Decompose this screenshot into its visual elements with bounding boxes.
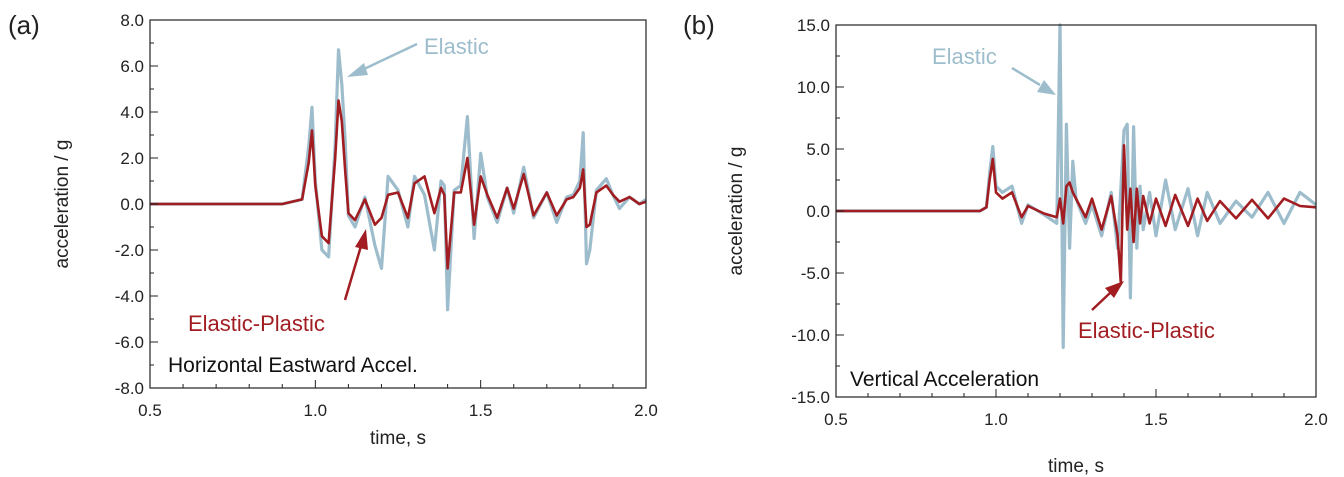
- y-tick-label: -8.0: [115, 379, 144, 398]
- panel-horizontal: (a) 0.5 1.0 1.5 2.0 -8.0 -6.0 -4.0 -2.0 0.0 2.0 4.…: [8, 10, 658, 449]
- panel-b-label: (b): [683, 10, 715, 40]
- elastic-plastic-arrowhead: [355, 229, 368, 250]
- y-tick-label: 4.0: [120, 103, 144, 122]
- panel-annotation: Vertical Acceleration: [850, 368, 1039, 391]
- y-tick-label: -6.0: [115, 333, 144, 352]
- y-tick-label: 0.0: [120, 195, 144, 214]
- x-tick-label: 2.0: [1304, 410, 1328, 429]
- y-tick-label: -15.0: [791, 388, 830, 407]
- series-line-elastic: [836, 23, 1317, 349]
- x-tick-label: 1.5: [1144, 410, 1168, 429]
- panel-vertical: (b) 0.5 1.0 1.5 2.0 -15.0 -10.0 -5.0 0.0 5.0 10.0…: [683, 10, 1328, 477]
- y-tick-label: -10.0: [791, 326, 830, 345]
- y-tick-label: 15.0: [797, 16, 830, 35]
- y-tick-label: -5.0: [801, 264, 830, 283]
- x-axis-title: time, s: [1048, 456, 1104, 477]
- y-tick-label: 10.0: [797, 78, 830, 97]
- series-group: [150, 48, 647, 312]
- y-tick-label: 8.0: [120, 11, 144, 30]
- x-tick-label: 1.0: [984, 410, 1008, 429]
- series-line-elastic-plastic: [836, 144, 1317, 285]
- series-group: [836, 23, 1317, 349]
- elastic-plastic-label: Elastic-Plastic: [188, 311, 325, 336]
- panel-annotation: Horizontal Eastward Accel.: [168, 354, 418, 377]
- elastic-plastic-arrowhead: [1105, 281, 1124, 298]
- y-tick-label: -4.0: [115, 287, 144, 306]
- y-tick-label: -2.0: [115, 241, 144, 260]
- y-tick-label: 2.0: [120, 149, 144, 168]
- elastic-plastic-arrow: [1091, 292, 1111, 311]
- x-tick-label: 1.5: [469, 401, 493, 420]
- x-axis-title: time, s: [370, 428, 426, 449]
- elastic-label: Elastic: [424, 34, 489, 59]
- y-tick-label: 6.0: [120, 57, 144, 76]
- series-line-elastic: [150, 48, 647, 312]
- y-tick-label: 0.0: [806, 202, 830, 221]
- elastic-arrow: [1011, 66, 1041, 87]
- x-tick-label: 0.5: [824, 410, 848, 429]
- axis-ticks: 0.5 1.0 1.5 2.0 -15.0 -10.0 -5.0 0.0 5.0 10.0 15.0: [791, 16, 1328, 429]
- elastic-label: Elastic: [932, 44, 997, 69]
- axis-ticks: 0.5 1.0 1.5 2.0 -8.0 -6.0 -4.0 -2.0 0.0 2.0 4.0 6.0…: [115, 11, 658, 420]
- elastic-plastic-label: Elastic-Plastic: [1078, 318, 1215, 343]
- panel-a-label: (a): [8, 10, 40, 40]
- x-tick-label: 0.5: [138, 401, 162, 420]
- elastic-arrowhead: [1037, 80, 1056, 95]
- x-tick-label: 1.0: [304, 401, 328, 420]
- y-tick-label: 5.0: [806, 140, 830, 159]
- series-line-elastic-plastic: [150, 99, 647, 270]
- y-axis-title: acceleration / g: [52, 140, 73, 269]
- elastic-arrow: [361, 42, 418, 72]
- y-axis-title: acceleration / g: [726, 147, 747, 276]
- elastic-arrowhead: [347, 63, 368, 77]
- elastic-plastic-arrow: [343, 245, 363, 301]
- x-tick-label: 2.0: [634, 401, 658, 420]
